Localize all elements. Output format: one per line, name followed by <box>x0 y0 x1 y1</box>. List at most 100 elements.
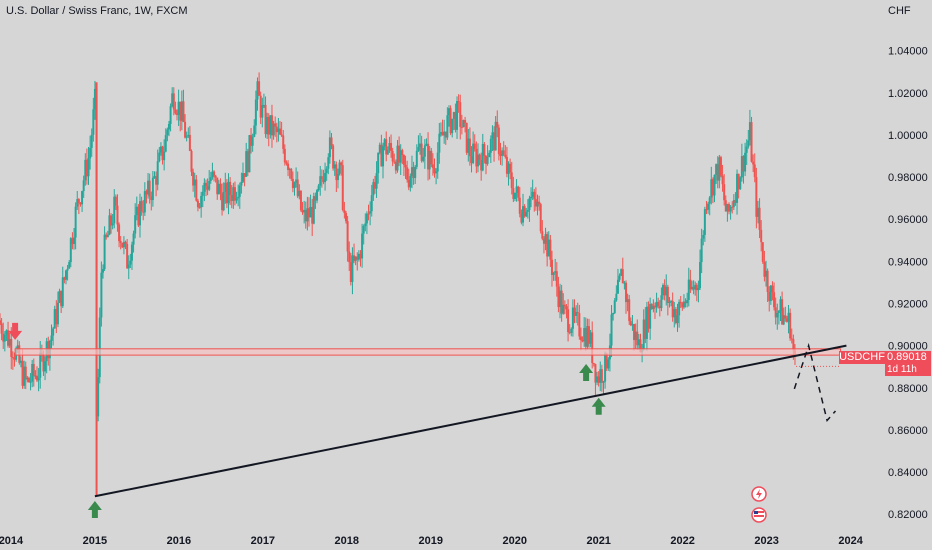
candle-body <box>124 241 127 244</box>
candle-body <box>385 139 388 155</box>
candle-body <box>628 299 631 322</box>
candle-body <box>525 211 528 217</box>
candle-body <box>419 143 422 148</box>
candle-body <box>549 239 552 260</box>
candle-body <box>732 200 735 208</box>
x-tick-label: 2020 <box>502 535 526 547</box>
candle-body <box>119 241 122 243</box>
candle-body <box>655 301 658 308</box>
candle-body <box>431 164 434 168</box>
candle-body <box>39 352 42 378</box>
projection-path[interactable] <box>793 342 837 423</box>
x-tick-label: 2021 <box>586 535 610 547</box>
candle-body <box>518 197 521 214</box>
candle-body <box>93 88 96 110</box>
candle-body <box>166 129 169 136</box>
candle-body <box>621 269 624 284</box>
candle-body <box>390 143 393 151</box>
candle-body <box>200 195 203 208</box>
candle-body <box>565 306 568 310</box>
candle-body <box>275 126 278 133</box>
x-tick-label: 2016 <box>167 535 191 547</box>
candle-body <box>644 319 647 339</box>
candle-body <box>616 279 619 294</box>
candle-body <box>753 164 756 178</box>
candle-body <box>470 156 473 164</box>
candle-body <box>328 137 331 158</box>
candle-body <box>0 320 1 324</box>
candle-body <box>513 192 516 200</box>
candle-body <box>713 174 716 196</box>
candle-body <box>454 112 457 130</box>
candle-body <box>227 181 230 204</box>
candle-body <box>684 301 687 304</box>
candle-body <box>272 123 275 136</box>
candle-body <box>510 172 513 189</box>
candle-body <box>665 286 668 296</box>
candle-body <box>26 377 29 380</box>
candle-body <box>270 115 273 136</box>
candle-body <box>789 312 792 339</box>
candle-body <box>130 244 133 261</box>
candle-body <box>259 95 262 118</box>
candle-body <box>727 204 730 212</box>
candle-body <box>452 112 455 119</box>
candle-body <box>225 182 228 204</box>
candle-body <box>307 208 310 218</box>
candle-body <box>787 312 790 322</box>
candle-body <box>373 182 376 189</box>
candle-body <box>164 135 167 152</box>
candle-body <box>729 206 732 212</box>
candle-body <box>105 234 108 238</box>
candle-body <box>111 223 114 226</box>
candle-body <box>13 357 16 360</box>
candle-body <box>237 196 240 199</box>
candle-body <box>491 132 494 139</box>
chart-title: U.S. Dollar / Swiss Franc, 1W, FXCM <box>6 5 188 17</box>
candle-body <box>439 132 442 134</box>
candle-body <box>182 101 185 122</box>
candle-body <box>195 179 198 201</box>
candle-body <box>399 150 402 163</box>
candle-body <box>285 162 288 164</box>
candle-body <box>468 138 471 157</box>
candle-body <box>77 199 80 203</box>
candle-body <box>768 292 771 302</box>
candle-body <box>348 251 351 263</box>
candle-body <box>581 340 584 342</box>
candle-body <box>623 282 626 284</box>
support-trendline[interactable] <box>94 344 847 498</box>
candle-body <box>607 359 610 369</box>
candle-body <box>571 307 574 329</box>
candle-body <box>150 196 153 201</box>
candle-body <box>542 238 545 244</box>
candle-body <box>761 242 764 262</box>
candle-body <box>391 150 394 162</box>
candle-body <box>723 184 726 201</box>
candle-body <box>724 200 727 212</box>
candle-body <box>320 176 323 180</box>
candle-body <box>653 305 656 308</box>
candle-body <box>657 301 660 307</box>
price-badge-symbol: USDCHF <box>839 351 885 364</box>
candle-body <box>763 261 766 277</box>
candle-body <box>36 375 39 381</box>
candle-body <box>19 360 22 363</box>
candle-body <box>21 360 24 386</box>
candle-body <box>44 361 47 372</box>
candle-body <box>496 121 499 128</box>
candle-body <box>153 176 156 178</box>
resistance-zone[interactable] <box>14 348 842 356</box>
candle-body <box>394 162 397 171</box>
candle-body <box>27 377 30 383</box>
candle-body <box>592 362 595 365</box>
candle-body <box>740 156 743 178</box>
candle-body <box>631 324 634 326</box>
candle-body <box>364 223 367 227</box>
us-flag-stripe <box>754 511 764 513</box>
candle-body <box>10 338 13 357</box>
candle-body <box>435 171 438 174</box>
candle-body <box>465 122 468 153</box>
